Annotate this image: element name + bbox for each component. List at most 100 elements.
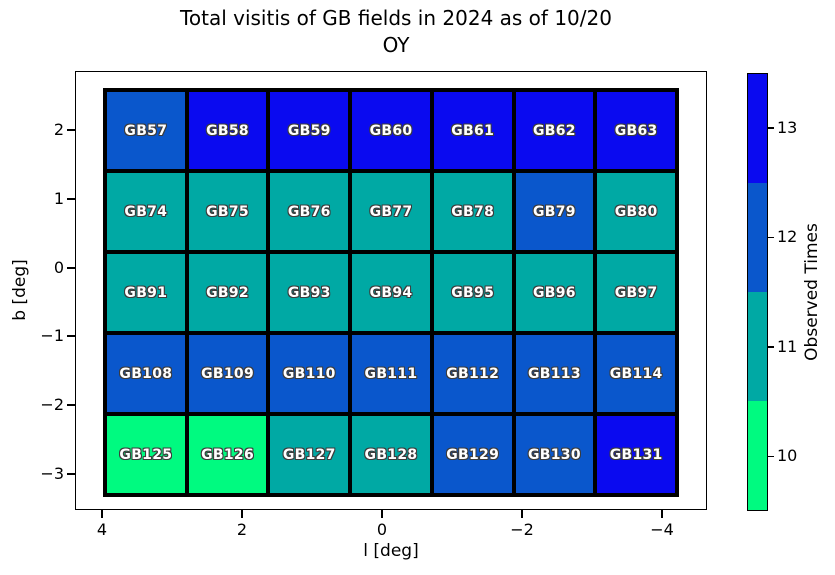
- field-cell: GB62: [513, 90, 596, 171]
- field-cell: GB60: [350, 90, 432, 171]
- field-label: GB60: [369, 122, 413, 139]
- field-label: GB79: [532, 203, 576, 220]
- chart-title-line1: Total visitis of GB fields in 2024 as of…: [180, 6, 612, 30]
- field-label: GB127: [282, 446, 336, 463]
- y-tick-label: 2: [53, 120, 64, 139]
- field-cell: GB75: [186, 171, 269, 252]
- field-cell: GB74: [105, 171, 187, 252]
- field-label: GB97: [614, 284, 658, 301]
- chart-title: Total visitis of GB fields in 2024 as of…: [0, 5, 792, 59]
- colorbar-tick-mark: [768, 346, 774, 348]
- field-label: GB113: [527, 365, 581, 382]
- field-cell: GB127: [268, 414, 351, 495]
- colorbar-tick-label: 13: [777, 117, 798, 137]
- field-label: GB96: [532, 284, 576, 301]
- colorbar-segment: [748, 401, 767, 510]
- field-label: GB75: [206, 203, 249, 220]
- colorbar-segment: [748, 292, 767, 401]
- field-cell: GB92: [186, 252, 269, 333]
- colorbar: [747, 73, 768, 511]
- field-label: GB114: [609, 365, 663, 382]
- x-axis-label: l [deg]: [363, 541, 419, 561]
- field-label: GB125: [119, 446, 173, 463]
- y-tick-label: −3: [40, 464, 64, 483]
- field-cell: GB125: [105, 414, 187, 495]
- field-cell: GB111: [350, 333, 432, 414]
- y-axis-label: b [deg]: [10, 259, 30, 321]
- y-tick-label: 0: [53, 258, 64, 277]
- y-tick-label: −2: [40, 395, 64, 414]
- y-tick-mark: [67, 404, 75, 406]
- field-label: GB129: [446, 446, 500, 463]
- field-label: GB76: [287, 203, 331, 220]
- field-cell: GB80: [595, 171, 677, 252]
- colorbar-segment: [748, 183, 767, 292]
- field-label: GB112: [446, 365, 500, 382]
- field-cell: GB131: [595, 414, 677, 495]
- field-label: GB111: [364, 365, 418, 382]
- x-tick-label: 4: [96, 520, 108, 539]
- x-tick-mark: [101, 510, 103, 518]
- field-cell: GB110: [268, 333, 351, 414]
- field-label: GB126: [201, 446, 254, 463]
- field-cell: GB79: [513, 171, 596, 252]
- field-cell: GB114: [595, 333, 677, 414]
- x-tick-label: −2: [510, 520, 534, 539]
- colorbar-tick-label: 12: [777, 227, 798, 247]
- field-label: GB91: [124, 284, 168, 301]
- x-tick-label: 2: [236, 520, 248, 539]
- field-cell: GB97: [595, 252, 677, 333]
- y-tick-mark: [67, 473, 75, 475]
- field-cell: GB94: [350, 252, 432, 333]
- colorbar-tick-label: 11: [777, 336, 798, 356]
- field-label: GB58: [206, 122, 249, 139]
- field-label: GB131: [609, 446, 663, 463]
- colorbar-tick-label: 10: [777, 446, 798, 466]
- field-cell: GB63: [595, 90, 677, 171]
- y-tick-mark: [67, 198, 75, 200]
- field-cell: GB113: [513, 333, 596, 414]
- x-tick-label: −4: [650, 520, 674, 539]
- x-tick-mark: [381, 510, 383, 518]
- field-grid: GB57 GB58 GB59 GB60 GB61 GB62 GB63 GB74 GB75 GB76…: [103, 88, 679, 497]
- x-tick-mark: [241, 510, 243, 518]
- field-label: GB108: [119, 365, 173, 382]
- field-cell: GB130: [513, 414, 596, 495]
- field-label: GB78: [451, 203, 495, 220]
- x-tick-mark: [661, 510, 663, 518]
- field-cell: GB126: [186, 414, 269, 495]
- colorbar-tick-mark: [768, 455, 774, 457]
- field-label: GB128: [364, 446, 418, 463]
- field-label: GB61: [451, 122, 495, 139]
- y-tick-mark: [67, 129, 75, 131]
- field-cell: GB128: [350, 414, 432, 495]
- field-label: GB57: [124, 122, 168, 139]
- field-cell: GB58: [186, 90, 269, 171]
- field-cell: GB59: [268, 90, 351, 171]
- y-tick-mark: [67, 335, 75, 337]
- x-tick-mark: [521, 510, 523, 518]
- field-cell: GB95: [431, 252, 514, 333]
- colorbar-label: Observed Times: [802, 223, 822, 361]
- field-cell: GB96: [513, 252, 596, 333]
- field-label: GB77: [369, 203, 413, 220]
- field-cell: GB57: [105, 90, 187, 171]
- field-cell: GB78: [431, 171, 514, 252]
- field-label: GB110: [282, 365, 336, 382]
- field-label: GB74: [124, 203, 168, 220]
- colorbar-segment: [748, 74, 767, 183]
- field-cell: GB61: [431, 90, 514, 171]
- field-label: GB109: [201, 365, 254, 382]
- field-cell: GB91: [105, 252, 187, 333]
- field-label: GB62: [532, 122, 576, 139]
- field-cell: GB76: [268, 171, 351, 252]
- y-tick-mark: [67, 267, 75, 269]
- field-label: GB59: [287, 122, 331, 139]
- field-label: GB94: [369, 284, 413, 301]
- field-label: GB93: [287, 284, 331, 301]
- x-tick-label: 0: [376, 520, 388, 539]
- colorbar-tick-mark: [768, 127, 774, 129]
- field-cell: GB129: [431, 414, 514, 495]
- field-label: GB130: [527, 446, 581, 463]
